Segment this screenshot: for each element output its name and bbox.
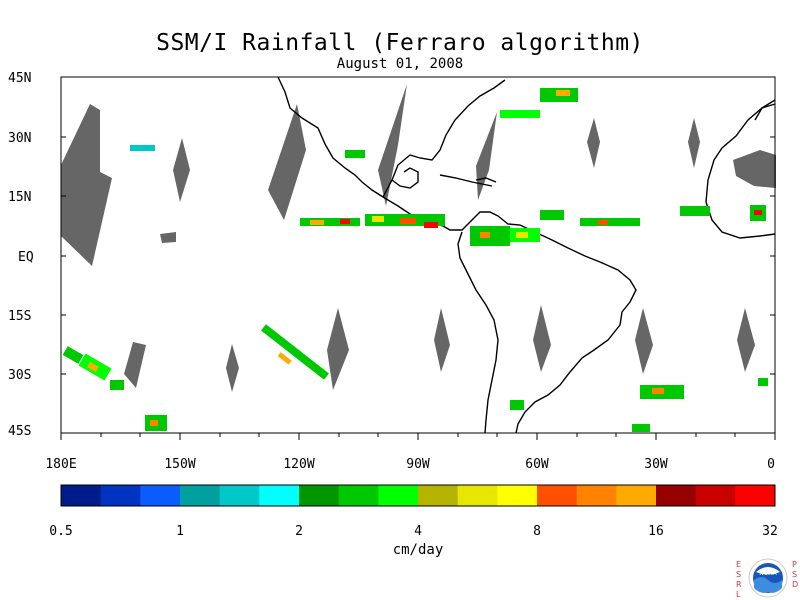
colorbar-swatch	[418, 485, 459, 506]
lon-label: 60W	[525, 457, 549, 472]
colorbar-swatch	[695, 485, 736, 506]
coastline-yucatan	[391, 167, 419, 189]
lat-label: 30N	[8, 131, 31, 146]
noaa-logo-text: NOAA	[759, 570, 777, 577]
rainfall-cells	[62, 88, 768, 432]
lat-label: 45N	[8, 71, 31, 86]
coastline-africa-north	[705, 99, 776, 203]
logo-letter: P	[792, 560, 797, 569]
no-data-swath	[476, 112, 497, 200]
no-data-swath	[327, 308, 349, 390]
no-data-swath	[533, 305, 551, 372]
colorbar-tick-label: 32	[762, 524, 778, 539]
colorbar-swatch	[180, 485, 221, 506]
colorbar-swatch	[219, 485, 260, 506]
colorbar-swatch	[100, 485, 141, 506]
coastline-south-america	[497, 215, 637, 434]
coastline-cuba	[439, 174, 493, 187]
no-data-swath	[268, 104, 306, 220]
lat-label: 15N	[8, 190, 31, 205]
colorbar-swatch	[457, 485, 498, 506]
no-data-swath	[733, 150, 776, 188]
colorbar-tick-label: 1	[176, 524, 184, 539]
map-area	[61, 77, 775, 433]
coastline-south-america-west	[457, 231, 499, 434]
no-data-swath	[61, 104, 112, 266]
colorbar-swatch	[735, 485, 776, 506]
lat-label: 15S	[8, 309, 31, 324]
lat-label: 45S	[8, 424, 31, 439]
colorbar-tick-label: 16	[648, 524, 664, 539]
logo-letter: S	[736, 570, 742, 579]
colorbar-swatch	[140, 485, 181, 506]
logo-letter: E	[736, 560, 742, 569]
colorbar-labels: 0.5 1 2 4 8 16 32	[49, 524, 778, 539]
no-data-swath	[688, 118, 700, 168]
no-data-swath	[124, 342, 146, 388]
coastline-africa	[705, 201, 776, 239]
no-data-swath	[160, 232, 176, 243]
colorbar-swatch	[616, 485, 657, 506]
lon-ticks	[60, 433, 776, 440]
map-subtitle: August 01, 2008	[336, 56, 464, 72]
coastline-gulf-mexico	[382, 79, 506, 198]
colorbar-swatch	[537, 485, 578, 506]
lon-label: 150W	[164, 457, 195, 472]
coastlines	[277, 76, 776, 434]
logo-letter: L	[736, 590, 741, 599]
no-data-swaths	[61, 84, 776, 392]
colorbar-border	[60, 484, 776, 507]
colorbar-swatch	[576, 485, 617, 506]
logo-letters-right: P S D	[792, 560, 800, 590]
colorbar-unit: cm/day	[392, 542, 444, 558]
logo-letter: S	[792, 570, 798, 579]
no-data-swath	[635, 308, 653, 374]
colorbar-swatch	[378, 485, 419, 506]
noaa-logo: NOAA	[748, 558, 788, 598]
colorbar-swatch	[338, 485, 379, 506]
no-data-swath	[434, 308, 450, 372]
lon-label: 90W	[406, 457, 430, 472]
colorbar-swatch	[259, 485, 300, 506]
coastline-iberia	[754, 103, 776, 121]
lat-labels: 45N 30N 15N EQ 15S 30S 45S	[8, 71, 34, 439]
map-title: SSM/I Rainfall (Ferraro algorithm)	[156, 30, 644, 56]
colorbar-tick-label: 4	[414, 524, 422, 539]
logo-letters-left: E S R L	[736, 560, 744, 600]
lat-label: 30S	[8, 368, 31, 383]
colorbar-swatch	[497, 485, 538, 506]
colorbar-tick-label: 0.5	[49, 524, 72, 539]
lat-ticks	[61, 76, 775, 434]
lat-label: EQ	[18, 250, 34, 265]
lon-label: 120W	[283, 457, 314, 472]
lon-label: 30W	[644, 457, 668, 472]
coastline-hispaniola	[475, 177, 497, 183]
no-data-swath	[378, 84, 407, 206]
colorbar-swatch	[299, 485, 340, 506]
no-data-swath	[226, 344, 239, 392]
no-data-swath	[587, 118, 600, 168]
lon-labels: 180E 150W 120W 90W 60W 30W 0	[45, 457, 775, 472]
logo-letter: R	[736, 580, 742, 589]
no-data-swath	[737, 308, 755, 372]
no-data-swath	[173, 138, 190, 202]
lon-label: 180E	[45, 457, 76, 472]
colorbar-swatch	[656, 485, 697, 506]
lon-label: 0	[767, 457, 775, 472]
colorbar-swatch	[61, 485, 102, 506]
colorbar	[61, 485, 776, 506]
colorbar-tick-label: 2	[295, 524, 303, 539]
colorbar-tick-label: 8	[533, 524, 541, 539]
logo-letter: D	[792, 580, 799, 589]
coastline-north-america	[277, 76, 499, 231]
